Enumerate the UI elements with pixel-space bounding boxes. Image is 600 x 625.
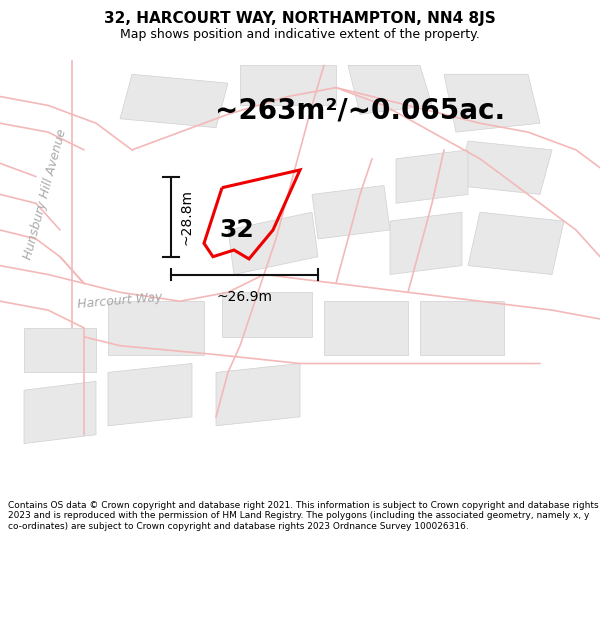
Text: Contains OS data © Crown copyright and database right 2021. This information is : Contains OS data © Crown copyright and d… xyxy=(8,501,598,531)
Text: Map shows position and indicative extent of the property.: Map shows position and indicative extent… xyxy=(120,28,480,41)
Polygon shape xyxy=(24,381,96,444)
Text: ~26.9m: ~26.9m xyxy=(217,290,272,304)
Text: 32, HARCOURT WAY, NORTHAMPTON, NN4 8JS: 32, HARCOURT WAY, NORTHAMPTON, NN4 8JS xyxy=(104,11,496,26)
Polygon shape xyxy=(222,292,312,337)
Polygon shape xyxy=(108,301,204,354)
Polygon shape xyxy=(228,213,318,274)
Polygon shape xyxy=(120,74,228,128)
Polygon shape xyxy=(348,66,432,114)
Polygon shape xyxy=(240,66,336,106)
Text: ~263m²/~0.065ac.: ~263m²/~0.065ac. xyxy=(215,96,505,124)
Polygon shape xyxy=(108,364,192,426)
Polygon shape xyxy=(216,364,300,426)
Text: Harcourt Way: Harcourt Way xyxy=(77,291,163,311)
Polygon shape xyxy=(312,186,390,239)
Polygon shape xyxy=(420,301,504,354)
Polygon shape xyxy=(396,150,468,203)
Text: ~28.8m: ~28.8m xyxy=(180,189,194,244)
Polygon shape xyxy=(444,74,540,132)
Text: Hunsbury Hill Avenue: Hunsbury Hill Avenue xyxy=(21,127,69,261)
Polygon shape xyxy=(468,213,564,274)
Polygon shape xyxy=(324,301,408,354)
Text: 32: 32 xyxy=(220,218,254,242)
Polygon shape xyxy=(456,141,552,194)
Polygon shape xyxy=(390,213,462,274)
Polygon shape xyxy=(24,328,96,372)
